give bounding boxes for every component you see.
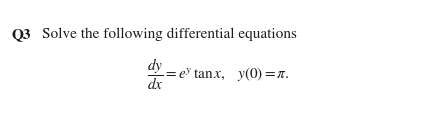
Text: Q3: Q3 — [12, 28, 31, 41]
Text: $\dfrac{dy}{dx} = e^{y}\,\mathrm{tan}\,x, \quad y(0) = \pi.$: $\dfrac{dy}{dx} = e^{y}\,\mathrm{tan}\,x… — [147, 56, 289, 91]
Text: Solve the following differential equations: Solve the following differential equatio… — [42, 28, 297, 41]
